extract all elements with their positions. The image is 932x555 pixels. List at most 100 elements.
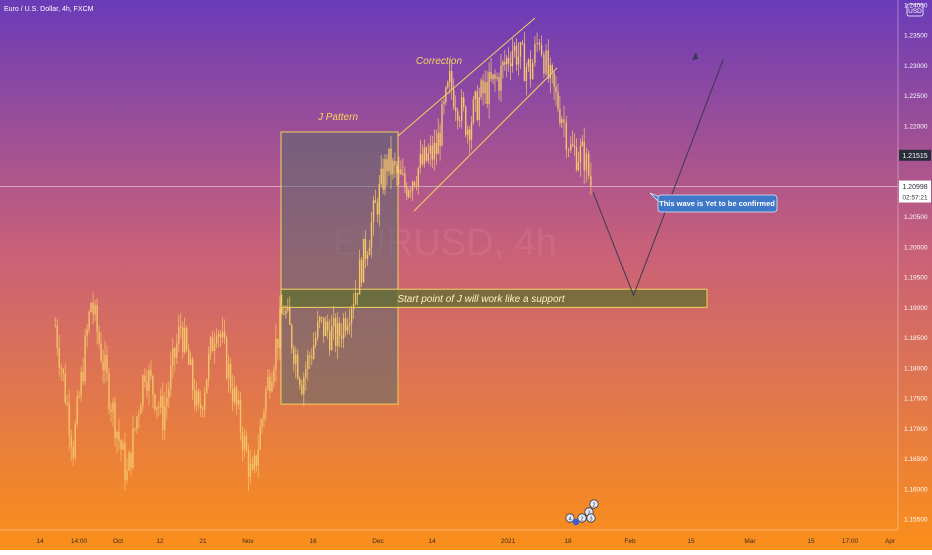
candle-body xyxy=(76,396,78,425)
candle-body xyxy=(480,80,482,98)
candle-body xyxy=(172,348,174,366)
candle-body xyxy=(354,293,357,304)
candle-body xyxy=(208,353,210,380)
candle-body xyxy=(102,361,104,371)
candle-body xyxy=(259,426,261,450)
candle-body xyxy=(470,122,473,140)
time-tick-label: 21 xyxy=(199,538,207,545)
candle-body xyxy=(118,431,120,441)
candle-body xyxy=(247,450,250,477)
candle-body xyxy=(553,72,555,87)
price-axis-labels: 1.24000 1.23500 1.23000 1.22500 1.22000 1.205… xyxy=(904,3,928,524)
candle-body xyxy=(557,91,559,109)
candle-body xyxy=(323,317,325,336)
candle-body xyxy=(465,107,467,135)
time-tick-label: Feb xyxy=(624,538,636,545)
support-band[interactable] xyxy=(280,288,708,308)
j-pattern-box[interactable] xyxy=(280,131,399,405)
candle-body xyxy=(194,390,196,406)
candle-body xyxy=(376,202,379,215)
channel-lower-line[interactable] xyxy=(413,67,558,212)
candle-body xyxy=(331,326,333,350)
candle-body xyxy=(402,173,404,175)
candle-body xyxy=(515,45,518,65)
price-tick-label: 1.23500 xyxy=(904,33,928,40)
candle-body xyxy=(565,122,567,150)
candle-body xyxy=(419,153,421,168)
candle-body xyxy=(209,337,212,354)
candle-body xyxy=(213,343,216,351)
event-badge[interactable] xyxy=(565,513,575,523)
candle-body xyxy=(281,308,283,315)
candle-body xyxy=(559,108,561,124)
candle-body xyxy=(204,393,206,410)
candle-body xyxy=(467,129,469,135)
candle-body xyxy=(362,238,365,283)
candle-body xyxy=(287,307,289,311)
candle-body xyxy=(196,391,198,406)
channel-upper-line[interactable] xyxy=(397,17,536,137)
time-tick-label: 14 xyxy=(428,538,436,545)
candle-body xyxy=(382,168,384,190)
candle-body xyxy=(249,464,252,477)
candle-body xyxy=(70,435,72,447)
candle-body xyxy=(366,254,369,259)
candle-body xyxy=(496,77,498,79)
candle-body xyxy=(521,42,524,44)
event-badges[interactable]: 2 3 2 3 4 xyxy=(565,499,599,526)
candle-body xyxy=(299,378,301,385)
price-tick-label: 1.18500 xyxy=(904,335,928,342)
correction-label: Correction xyxy=(416,56,463,67)
price-tick-label: 1.20500 xyxy=(904,214,928,221)
candle-body xyxy=(190,359,192,365)
candle-body xyxy=(536,42,538,44)
candle-body xyxy=(215,336,218,344)
candle-body xyxy=(257,449,259,467)
candle-body xyxy=(243,436,246,450)
candle-body xyxy=(198,391,200,405)
callout-box[interactable] xyxy=(657,194,778,213)
candle-body xyxy=(178,326,180,344)
candle-body xyxy=(459,120,461,122)
candle-body xyxy=(523,43,526,81)
candle-body xyxy=(451,71,453,90)
candle-body xyxy=(295,354,297,364)
candle-body xyxy=(58,348,60,368)
candle-body xyxy=(415,185,418,186)
marked-price-tag xyxy=(899,149,931,161)
candle-body xyxy=(575,147,578,170)
candle-body xyxy=(168,389,170,398)
candle-body xyxy=(241,432,244,450)
candle-body xyxy=(443,101,445,104)
candle-body xyxy=(474,91,476,100)
event-badge[interactable] xyxy=(577,513,587,523)
candle-body xyxy=(327,321,329,331)
candle-body xyxy=(148,369,150,391)
candle-body xyxy=(96,304,98,332)
event-badge[interactable] xyxy=(586,513,596,523)
candle-body xyxy=(378,183,380,215)
candle-body xyxy=(447,82,449,88)
candle-body xyxy=(269,376,271,392)
callout-text: This wave is Yet to be confirmed xyxy=(659,199,775,208)
currency-badge-box[interactable] xyxy=(906,3,924,17)
candle-body xyxy=(404,173,406,188)
candle-body xyxy=(398,169,400,174)
candle-body xyxy=(346,325,349,331)
candle-body xyxy=(82,372,84,381)
candle-body xyxy=(211,337,214,351)
time-tick-label: 2021 xyxy=(501,538,516,545)
candle-body xyxy=(86,329,88,336)
event-badge[interactable] xyxy=(589,499,599,509)
candle-body xyxy=(433,143,435,160)
candle-body xyxy=(158,407,160,408)
candle-body xyxy=(461,97,463,121)
projection-path[interactable] xyxy=(592,59,724,297)
candle-body xyxy=(581,141,583,146)
candle-body xyxy=(315,337,317,346)
candle-body xyxy=(329,331,331,350)
time-tick-label: 12 xyxy=(156,538,164,545)
current-price-text: 1.20998 xyxy=(902,184,927,191)
